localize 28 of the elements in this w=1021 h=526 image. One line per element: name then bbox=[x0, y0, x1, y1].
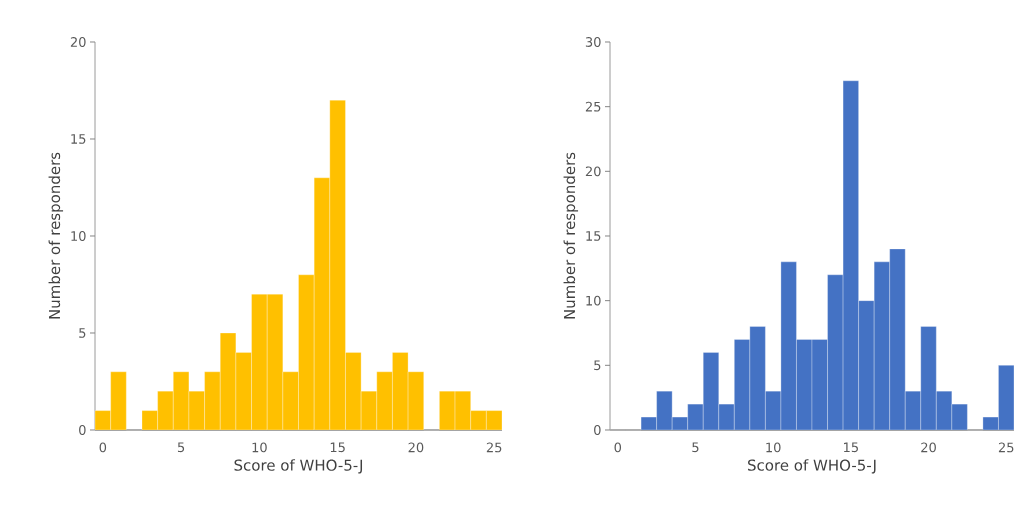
y-tick-label: 0 bbox=[79, 425, 86, 435]
x-tick-label: 20 bbox=[921, 442, 936, 453]
x-tick-label: 10 bbox=[766, 442, 781, 453]
y-tick-label: 5 bbox=[79, 328, 86, 338]
y-tick-label: 10 bbox=[586, 295, 601, 306]
y-axis-title: Number of responders bbox=[563, 152, 579, 319]
x-tick-label: 15 bbox=[844, 442, 858, 453]
x-tick-label: 0 bbox=[99, 442, 107, 453]
y-tick-label: 5 bbox=[594, 360, 601, 371]
x-axis-title: Score of WHO-5-J bbox=[748, 459, 876, 474]
y-tick-label: 10 bbox=[71, 231, 86, 241]
y-tick-label: 20 bbox=[585, 166, 601, 177]
x-axis-title: Score of WHO-5-J bbox=[234, 459, 363, 474]
x-tick-label: 25 bbox=[998, 442, 1014, 453]
y-tick-label: 25 bbox=[585, 101, 601, 112]
x-tick-label: 0 bbox=[614, 442, 622, 453]
y-tick-label: 15 bbox=[71, 134, 86, 144]
x-tick-label: 10 bbox=[252, 442, 267, 453]
y-tick-label: 30 bbox=[585, 37, 601, 47]
x-tick-label: 15 bbox=[330, 442, 345, 453]
y-tick-label: 0 bbox=[594, 425, 601, 435]
x-tick-label: 5 bbox=[692, 442, 699, 453]
x-tick-label: 20 bbox=[408, 442, 424, 453]
x-tick-label: 25 bbox=[486, 442, 502, 453]
y-axis-title: Number of responders bbox=[48, 152, 64, 319]
y-tick-label: 15 bbox=[586, 231, 601, 241]
y-tick-label: 20 bbox=[70, 37, 86, 47]
x-tick-label: 5 bbox=[177, 442, 185, 453]
